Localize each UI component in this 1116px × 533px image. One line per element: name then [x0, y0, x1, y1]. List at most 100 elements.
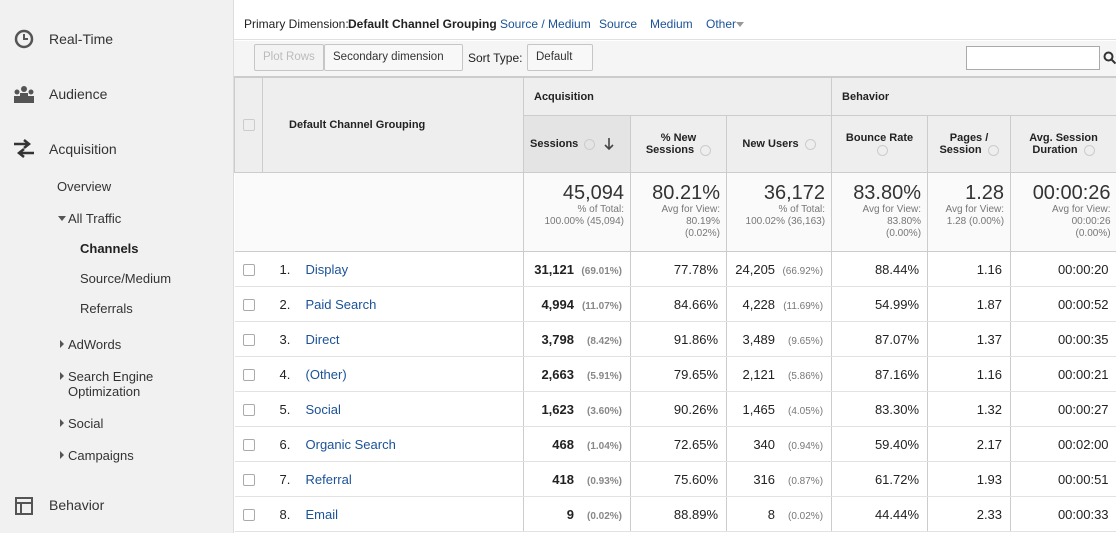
header-checkbox-cell: [234, 77, 263, 173]
avg-session-duration: 00:00:52: [1010, 286, 1116, 322]
totals-cell: 00:00:26 Avg for View: 00:00:26 (0.00%): [1010, 172, 1116, 252]
channel-link[interactable]: (Other): [305, 366, 347, 382]
nav-sub[interactable]: Social: [68, 416, 104, 431]
nav-sub[interactable]: Source/Medium: [80, 271, 172, 286]
new-users: 3,489: [742, 331, 776, 347]
sessions-share: (8.42%): [586, 335, 622, 347]
channel-link[interactable]: Direct: [305, 331, 340, 347]
checkbox[interactable]: [242, 474, 255, 487]
checkbox[interactable]: [242, 369, 255, 382]
button-label: Secondary dimension: [333, 51, 444, 63]
nav-sub[interactable]: Overview: [57, 179, 112, 194]
total-value: 83.80%: [853, 182, 922, 204]
expand-icon: [60, 372, 64, 380]
dimension-header: Default Channel Grouping: [262, 77, 524, 173]
channel-link[interactable]: Social: [305, 401, 341, 417]
total-value: 00:00:26: [1032, 182, 1111, 204]
nav-sub[interactable]: Campaigns: [68, 448, 134, 463]
column-header[interactable]: Avg. Session Duration: [1010, 115, 1116, 173]
dimension-link[interactable]: Source / Medium: [500, 17, 591, 31]
nav-sub[interactable]: Search Engine Optimization: [68, 369, 154, 399]
table-row: 6. Organic Search 468 (1.04%) 72.65% 340 (0.94…: [234, 426, 1116, 462]
checkbox[interactable]: [242, 404, 255, 417]
rank: 6.: [279, 436, 291, 452]
checkbox-cell: [234, 251, 263, 287]
checkbox[interactable]: [242, 439, 255, 452]
icon-acquisition: [14, 139, 34, 158]
dimension-link[interactable]: Source: [599, 17, 638, 31]
sort-type-button[interactable]: Default: [527, 44, 593, 84]
total-note: 100.00% (45,094): [544, 216, 624, 227]
channel-link[interactable]: Organic Search: [305, 436, 396, 452]
nav-item[interactable]: Audience: [49, 86, 108, 102]
sessions-cell: 468 (1.04%): [523, 426, 631, 462]
nav-sub[interactable]: All Traffic: [68, 211, 122, 226]
nav-sub-active[interactable]: Channels: [80, 241, 139, 256]
column-header[interactable]: % New Sessions: [630, 115, 727, 173]
total-note: 00:00:26: [1071, 216, 1111, 227]
sessions-cell: 31,121 (69.01%): [523, 251, 631, 287]
rank: 4.: [279, 366, 291, 382]
column-header[interactable]: Bounce Rate: [831, 115, 929, 173]
sessions-share: (69.01%): [581, 265, 622, 277]
column-label: Pages / Session: [939, 132, 989, 156]
dimension-link[interactable]: Other: [706, 17, 737, 31]
total-note: (0.00%): [886, 228, 922, 239]
sessions: 2,663: [541, 366, 574, 382]
sessions-cell: 418 (0.93%): [523, 461, 631, 497]
new-sessions: 88.89%: [630, 496, 727, 532]
new-users-cell: 8 (0.02%): [725, 496, 832, 532]
dimension-link[interactable]: Medium: [650, 17, 693, 31]
channel-link[interactable]: Email: [305, 506, 339, 522]
pages-per-session: 2.17: [927, 426, 1011, 462]
sessions: 4,994: [541, 296, 574, 312]
nav-sub[interactable]: Referrals: [80, 301, 133, 316]
new-users-share: (4.05%): [788, 405, 824, 417]
nav-item[interactable]: Behavior: [49, 497, 105, 513]
secondary-dimension-button[interactable]: Secondary dimension: [324, 44, 463, 84]
checkbox[interactable]: [242, 299, 255, 312]
new-users: 24,205: [735, 261, 776, 277]
sessions: 31,121: [534, 261, 574, 277]
new-sessions: 79.65%: [630, 356, 727, 392]
nav-sub[interactable]: AdWords: [68, 337, 122, 352]
channel-link[interactable]: Paid Search: [305, 296, 377, 312]
totals-row: 45,094% of Total: 100.00% (45,094) 80.21% A…: [234, 172, 1116, 252]
new-users-cell: 1,465 (4.05%): [725, 391, 832, 427]
pages-per-session: 1.87: [927, 286, 1011, 322]
channel-link[interactable]: Referral: [305, 471, 352, 487]
checkbox[interactable]: [242, 264, 255, 277]
sort-arrow[interactable]: [603, 137, 615, 151]
checkbox-cell: [234, 426, 263, 462]
label: Primary Dimension:: [244, 17, 349, 31]
search-icon[interactable]: [1103, 51, 1116, 65]
nav-item[interactable]: Acquisition: [49, 141, 117, 157]
nav-item[interactable]: Real-Time: [49, 31, 114, 47]
checkbox[interactable]: [242, 509, 255, 522]
bounce-rate: 87.07%: [831, 321, 928, 357]
column-header[interactable]: Pages / Session: [927, 115, 1012, 173]
total-value: 80.21%: [652, 182, 720, 204]
rank: 3.: [279, 331, 291, 347]
column-header[interactable]: Sessions: [523, 115, 631, 173]
sidebar: Real-Time Audience Acquisition Behavior …: [0, 0, 234, 533]
plot-rows-button[interactable]: Plot Rows: [254, 44, 324, 71]
avg-session-duration: 00:00:35: [1010, 321, 1116, 357]
bounce-rate: 87.16%: [831, 356, 928, 392]
sessions-cell: 1,623 (3.60%): [523, 391, 631, 427]
total-value: 1.28: [965, 182, 1005, 204]
dimension-cell: 3. Direct: [262, 321, 524, 357]
new-users-share: (9.65%): [788, 335, 824, 347]
sessions: 468: [552, 436, 574, 452]
checkbox[interactable]: [242, 119, 255, 132]
column-label: Avg. Session Duration: [1029, 132, 1098, 156]
total-note: Avg for View:: [862, 204, 922, 215]
search-input[interactable]: [966, 46, 1100, 70]
column-header[interactable]: New Users: [725, 115, 833, 173]
total-value: 36,172: [763, 182, 826, 204]
channel-link[interactable]: Display: [305, 261, 349, 277]
pages-per-session: 1.16: [927, 251, 1011, 287]
new-users: 4,228: [742, 296, 776, 312]
new-users-cell: 3,489 (9.65%): [725, 321, 832, 357]
checkbox[interactable]: [242, 334, 255, 347]
